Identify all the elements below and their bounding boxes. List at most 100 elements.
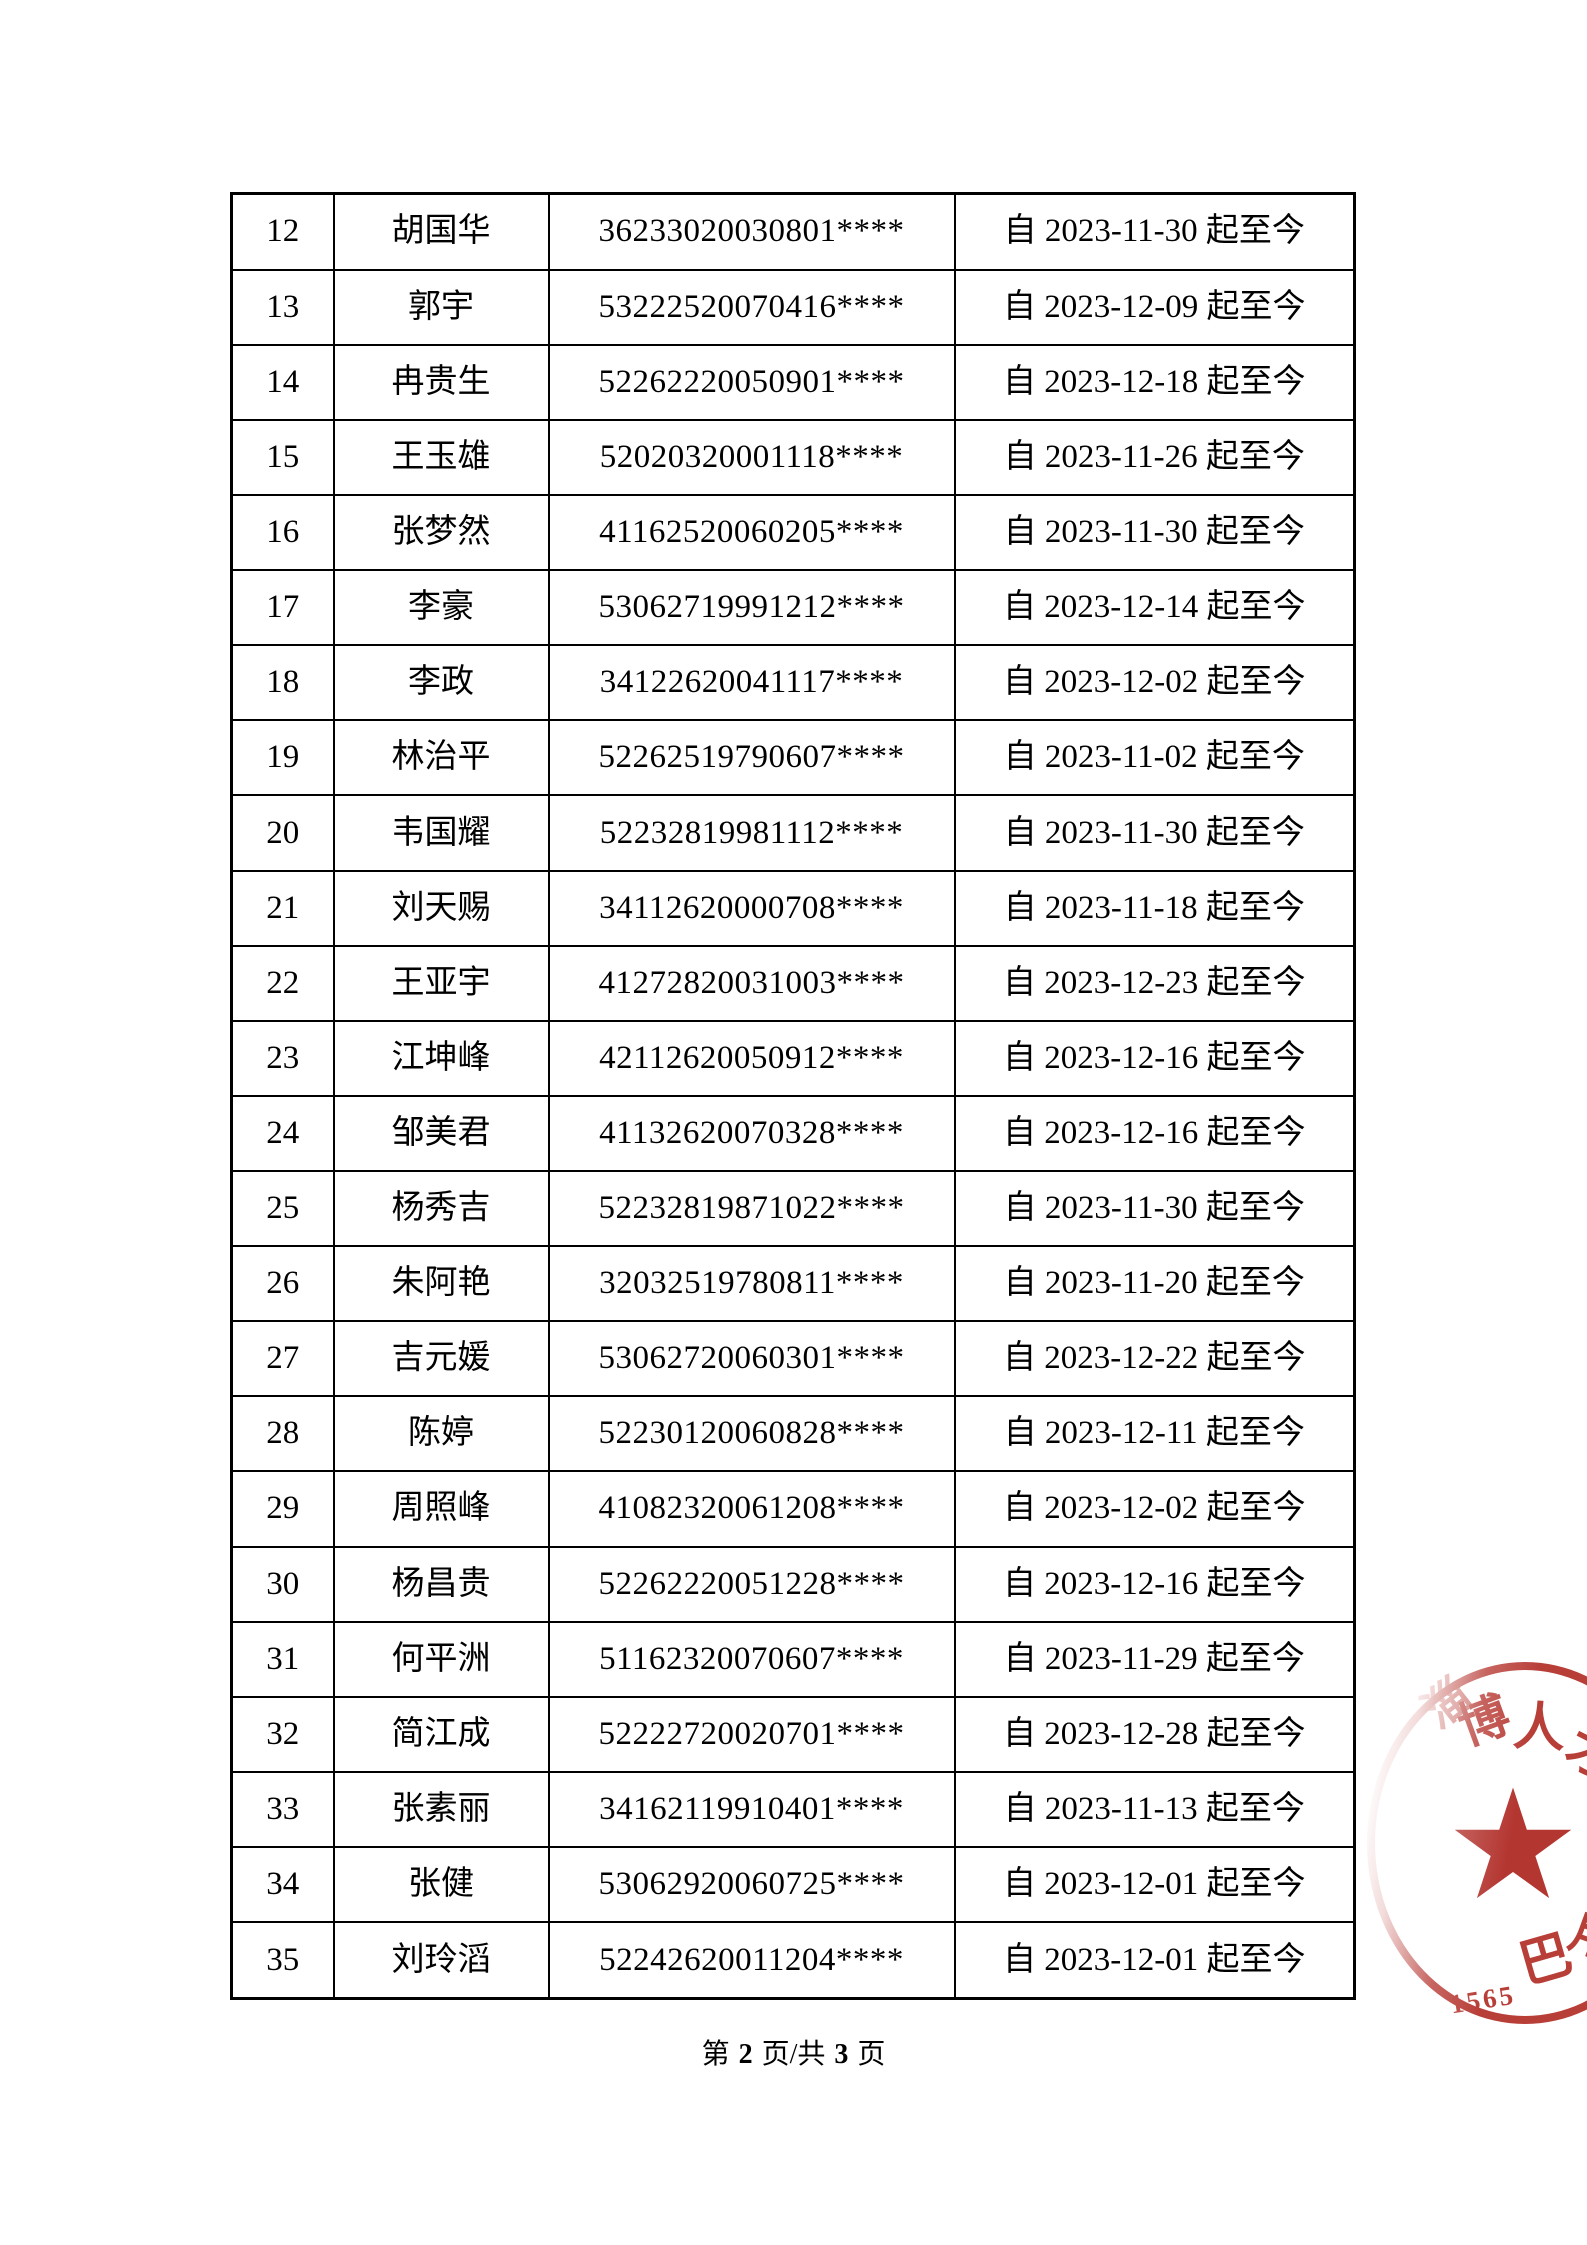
- validity-period-cell: 自 2023-11-02 起至今: [953, 719, 1356, 797]
- id-number-cell: 41082320061208****: [547, 1470, 956, 1548]
- row-number-cell: 20: [230, 794, 335, 872]
- person-name-cell: 张健: [332, 1845, 550, 1924]
- person-name-cell: 陈婷: [332, 1395, 550, 1473]
- row-number-cell: 27: [230, 1320, 335, 1398]
- id-number-cell: 41132620070328****: [547, 1094, 956, 1173]
- table-row: 17 李豪 53062719991212**** 自 2023-12-14 起至…: [230, 569, 1356, 647]
- row-number-cell: 16: [230, 494, 335, 572]
- id-number-cell: 53062920060725****: [547, 1845, 956, 1924]
- row-number-cell: 28: [230, 1395, 335, 1473]
- row-number-cell: 33: [230, 1770, 335, 1848]
- validity-period-cell: 自 2023-12-22 起至今: [953, 1320, 1356, 1398]
- validity-period-cell: 自 2023-11-26 起至今: [953, 418, 1356, 497]
- row-number-cell: 26: [230, 1245, 335, 1323]
- id-number-cell: 52262519790607****: [547, 719, 956, 797]
- row-number-cell: 29: [230, 1470, 335, 1548]
- id-number-cell: 34162119910401****: [547, 1770, 956, 1848]
- person-name-cell: 王亚宇: [332, 944, 550, 1022]
- footer-label-ye: 页: [857, 2039, 886, 2070]
- seal-arc-char-2: 人: [1511, 1698, 1567, 1759]
- validity-period-cell: 自 2023-11-30 起至今: [953, 192, 1356, 271]
- validity-period-cell: 自 2023-12-16 起至今: [953, 1094, 1356, 1173]
- validity-period-cell: 自 2023-12-16 起至今: [953, 1019, 1356, 1097]
- table-row: 15 王玉雄 52020320001118**** 自 2023-11-26 起…: [230, 418, 1356, 497]
- id-number-cell: 42112620050912****: [547, 1019, 956, 1097]
- table-row: 34 张健 53062920060725**** 自 2023-12-01 起至…: [230, 1845, 1356, 1924]
- validity-period-cell: 自 2023-11-29 起至今: [953, 1620, 1356, 1698]
- table-row: 31 何平洲 51162320070607**** 自 2023-11-29 起…: [230, 1620, 1356, 1698]
- row-number-cell: 25: [230, 1169, 335, 1248]
- person-name-cell: 王玉雄: [332, 418, 550, 497]
- table-row: 26 朱阿艳 32032519780811**** 自 2023-11-20 起…: [230, 1245, 1356, 1323]
- footer-label-mid: 页/共: [761, 2039, 826, 2070]
- validity-period-cell: 自 2023-12-14 起至今: [953, 569, 1356, 647]
- page-number: 2: [738, 2039, 753, 2070]
- validity-period-cell: 自 2023-11-13 起至今: [953, 1770, 1356, 1848]
- table-row: 25 杨秀吉 52232819871022**** 自 2023-11-30 起…: [230, 1169, 1356, 1248]
- validity-period-cell: 自 2023-11-30 起至今: [953, 794, 1356, 872]
- id-number-cell: 34122620041117****: [547, 644, 956, 722]
- table-row: 21 刘天赐 34112620000708**** 自 2023-11-18 起…: [230, 869, 1356, 947]
- validity-period-cell: 自 2023-11-20 起至今: [953, 1245, 1356, 1323]
- validity-period-cell: 自 2023-11-30 起至今: [953, 494, 1356, 572]
- red-seal-stamp: 淄 博 人 才 ★ 巴 用 1565: [1367, 1662, 1587, 2024]
- id-number-cell: 52262220050901****: [547, 343, 956, 421]
- table-row: 23 江坤峰 42112620050912**** 自 2023-12-16 起…: [230, 1019, 1356, 1097]
- row-number-cell: 23: [230, 1019, 335, 1097]
- seal-star-icon: ★: [1444, 1756, 1582, 1934]
- table-row: 35 刘玲滔 52242620011204**** 自 2023-12-01 起…: [230, 1921, 1356, 2000]
- id-number-cell: 32032519780811****: [547, 1245, 956, 1323]
- person-name-cell: 韦国耀: [332, 794, 550, 872]
- row-number-cell: 22: [230, 944, 335, 1022]
- table-row: 22 王亚宇 41272820031003**** 自 2023-12-23 起…: [230, 944, 1356, 1022]
- row-number-cell: 30: [230, 1545, 335, 1623]
- id-number-cell: 34112620000708****: [547, 869, 956, 947]
- row-number-cell: 21: [230, 869, 335, 947]
- person-name-cell: 简江成: [332, 1695, 550, 1773]
- table-row: 28 陈婷 52230120060828**** 自 2023-12-11 起至…: [230, 1395, 1356, 1473]
- person-name-cell: 李豪: [332, 569, 550, 647]
- validity-period-cell: 自 2023-12-01 起至今: [953, 1921, 1356, 2000]
- row-number-cell: 17: [230, 569, 335, 647]
- row-number-cell: 15: [230, 418, 335, 497]
- person-name-cell: 吉元媛: [332, 1320, 550, 1398]
- person-name-cell: 刘天赐: [332, 869, 550, 947]
- row-number-cell: 19: [230, 719, 335, 797]
- person-name-cell: 周照峰: [332, 1470, 550, 1548]
- total-pages: 3: [834, 2039, 849, 2070]
- person-name-cell: 何平洲: [332, 1620, 550, 1698]
- id-number-cell: 52232819981112****: [547, 794, 956, 872]
- table-row: 18 李政 34122620041117**** 自 2023-12-02 起至…: [230, 644, 1356, 722]
- roster-tbody: 12 胡国华 36233020030801**** 自 2023-11-30 起…: [230, 192, 1356, 2000]
- id-number-cell: 52262220051228****: [547, 1545, 956, 1623]
- id-number-cell: 52230120060828****: [547, 1395, 956, 1473]
- row-number-cell: 32: [230, 1695, 335, 1773]
- validity-period-cell: 自 2023-12-28 起至今: [953, 1695, 1356, 1773]
- person-name-cell: 邹美君: [332, 1094, 550, 1173]
- id-number-cell: 36233020030801****: [547, 192, 956, 271]
- validity-period-cell: 自 2023-12-09 起至今: [953, 268, 1356, 346]
- validity-period-cell: 自 2023-12-23 起至今: [953, 944, 1356, 1022]
- id-number-cell: 52020320001118****: [547, 418, 956, 497]
- table-row: 30 杨昌贵 52262220051228**** 自 2023-12-16 起…: [230, 1545, 1356, 1623]
- table-row: 16 张梦然 41162520060205**** 自 2023-11-30 起…: [230, 494, 1356, 572]
- validity-period-cell: 自 2023-12-02 起至今: [953, 1470, 1356, 1548]
- validity-period-cell: 自 2023-12-16 起至今: [953, 1545, 1356, 1623]
- person-name-cell: 胡国华: [332, 192, 550, 271]
- id-number-cell: 51162320070607****: [547, 1620, 956, 1698]
- table-row: 24 邹美君 41132620070328**** 自 2023-12-16 起…: [230, 1094, 1356, 1173]
- row-number-cell: 18: [230, 644, 335, 722]
- person-name-cell: 郭宇: [332, 268, 550, 346]
- table-row: 33 张素丽 34162119910401**** 自 2023-11-13 起…: [230, 1770, 1356, 1848]
- person-name-cell: 杨秀吉: [332, 1169, 550, 1248]
- table-row: 20 韦国耀 52232819981112**** 自 2023-11-30 起…: [230, 794, 1356, 872]
- id-number-cell: 53062719991212****: [547, 569, 956, 647]
- person-name-cell: 李政: [332, 644, 550, 722]
- validity-period-cell: 自 2023-12-18 起至今: [953, 343, 1356, 421]
- row-number-cell: 14: [230, 343, 335, 421]
- row-number-cell: 34: [230, 1845, 335, 1924]
- row-number-cell: 13: [230, 268, 335, 346]
- table-row: 27 吉元媛 53062720060301**** 自 2023-12-22 起…: [230, 1320, 1356, 1398]
- roster-table: 12 胡国华 36233020030801**** 自 2023-11-30 起…: [230, 192, 1356, 2000]
- id-number-cell: 53222520070416****: [547, 268, 956, 346]
